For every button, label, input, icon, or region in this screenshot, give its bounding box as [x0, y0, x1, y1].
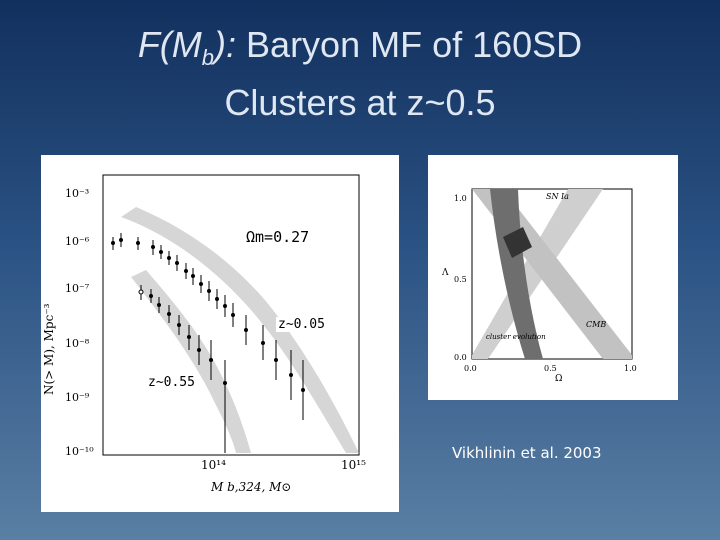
svg-text:0.5: 0.5 [544, 364, 557, 373]
snia-label: SN Ia [546, 192, 569, 201]
plot-frame [471, 188, 633, 360]
band-z005 [121, 207, 359, 453]
title-function-italic: F(Mb): [137, 24, 237, 71]
band-z055 [131, 270, 251, 453]
svg-text:10⁻⁷: 10⁻⁷ [65, 282, 90, 295]
omega-lambda-plot: 1.0 0.5 0.0 Λ 0.0 0.5 1.0 Ω SN Ia CMB cl… [441, 188, 637, 384]
intersection-region [503, 227, 532, 258]
cluster-band [490, 189, 543, 359]
svg-text:1.0: 1.0 [624, 364, 637, 373]
cluster-label: cluster evolution [486, 333, 546, 341]
x-tick-labels: 0.0 0.5 1.0 [464, 364, 637, 373]
svg-text:10¹⁴: 10¹⁴ [201, 458, 226, 472]
data-points-z005 [111, 233, 305, 420]
y-tick-labels: 10⁻³ 10⁻⁶ 10⁻⁷ 10⁻⁸ 10⁻⁹ 10⁻¹⁰ [65, 187, 94, 458]
svg-text:10¹⁵: 10¹⁵ [341, 458, 366, 472]
mass-function-figure: 10⁻³ 10⁻⁶ 10⁻⁷ 10⁻⁸ 10⁻⁹ 10⁻¹⁰ N(> M), M… [41, 155, 399, 512]
x-tick-labels: 10¹⁴ 10¹⁵ [201, 458, 366, 472]
svg-text:10⁻⁸: 10⁻⁸ [65, 337, 90, 350]
y-axis-label: Λ [441, 268, 449, 278]
data-points-z055 [138, 285, 227, 453]
title-text: Baryon MF of 160SD [236, 24, 583, 65]
cosmology-constraints-figure: 1.0 0.5 0.0 Λ 0.0 0.5 1.0 Ω SN Ia CMB cl… [428, 155, 678, 400]
z055-annotation: z~0.55 [146, 375, 197, 390]
svg-text:10⁻⁶: 10⁻⁶ [65, 235, 90, 248]
omega-annotation: Ωm=0.27 [244, 228, 312, 246]
cmb-label: CMB [586, 320, 606, 329]
svg-text:10⁻³: 10⁻³ [65, 187, 89, 200]
svg-text:0.5: 0.5 [454, 275, 467, 284]
x-axis-label: Ω [555, 374, 562, 384]
y-axis-label: N(> M), Mpc⁻³ [42, 303, 56, 395]
plot-frame [102, 174, 360, 456]
svg-text:10⁻¹⁰: 10⁻¹⁰ [65, 445, 94, 458]
svg-text:10⁻⁹: 10⁻⁹ [65, 391, 90, 404]
svg-text:1.0: 1.0 [454, 194, 467, 203]
z005-annotation: z~0.05 [276, 317, 327, 332]
title-line-2: Clusters at z~0.5 [224, 82, 496, 124]
title-line-1: F(Mb): Baryon MF of 160SD [0, 22, 720, 80]
y-tick-labels: 1.0 0.5 0.0 [454, 194, 467, 362]
svg-text:0.0: 0.0 [454, 353, 467, 362]
citation: Vikhlinin et al. 2003 [452, 444, 602, 462]
x-axis-label: M b,324, M⊙ [210, 480, 291, 494]
slide-title: F(Mb): Baryon MF of 160SD Clusters at z~… [0, 22, 720, 125]
svg-text:0.0: 0.0 [464, 364, 477, 373]
mass-function-plot: 10⁻³ 10⁻⁶ 10⁻⁷ 10⁻⁸ 10⁻⁹ 10⁻¹⁰ N(> M), M… [42, 174, 366, 494]
